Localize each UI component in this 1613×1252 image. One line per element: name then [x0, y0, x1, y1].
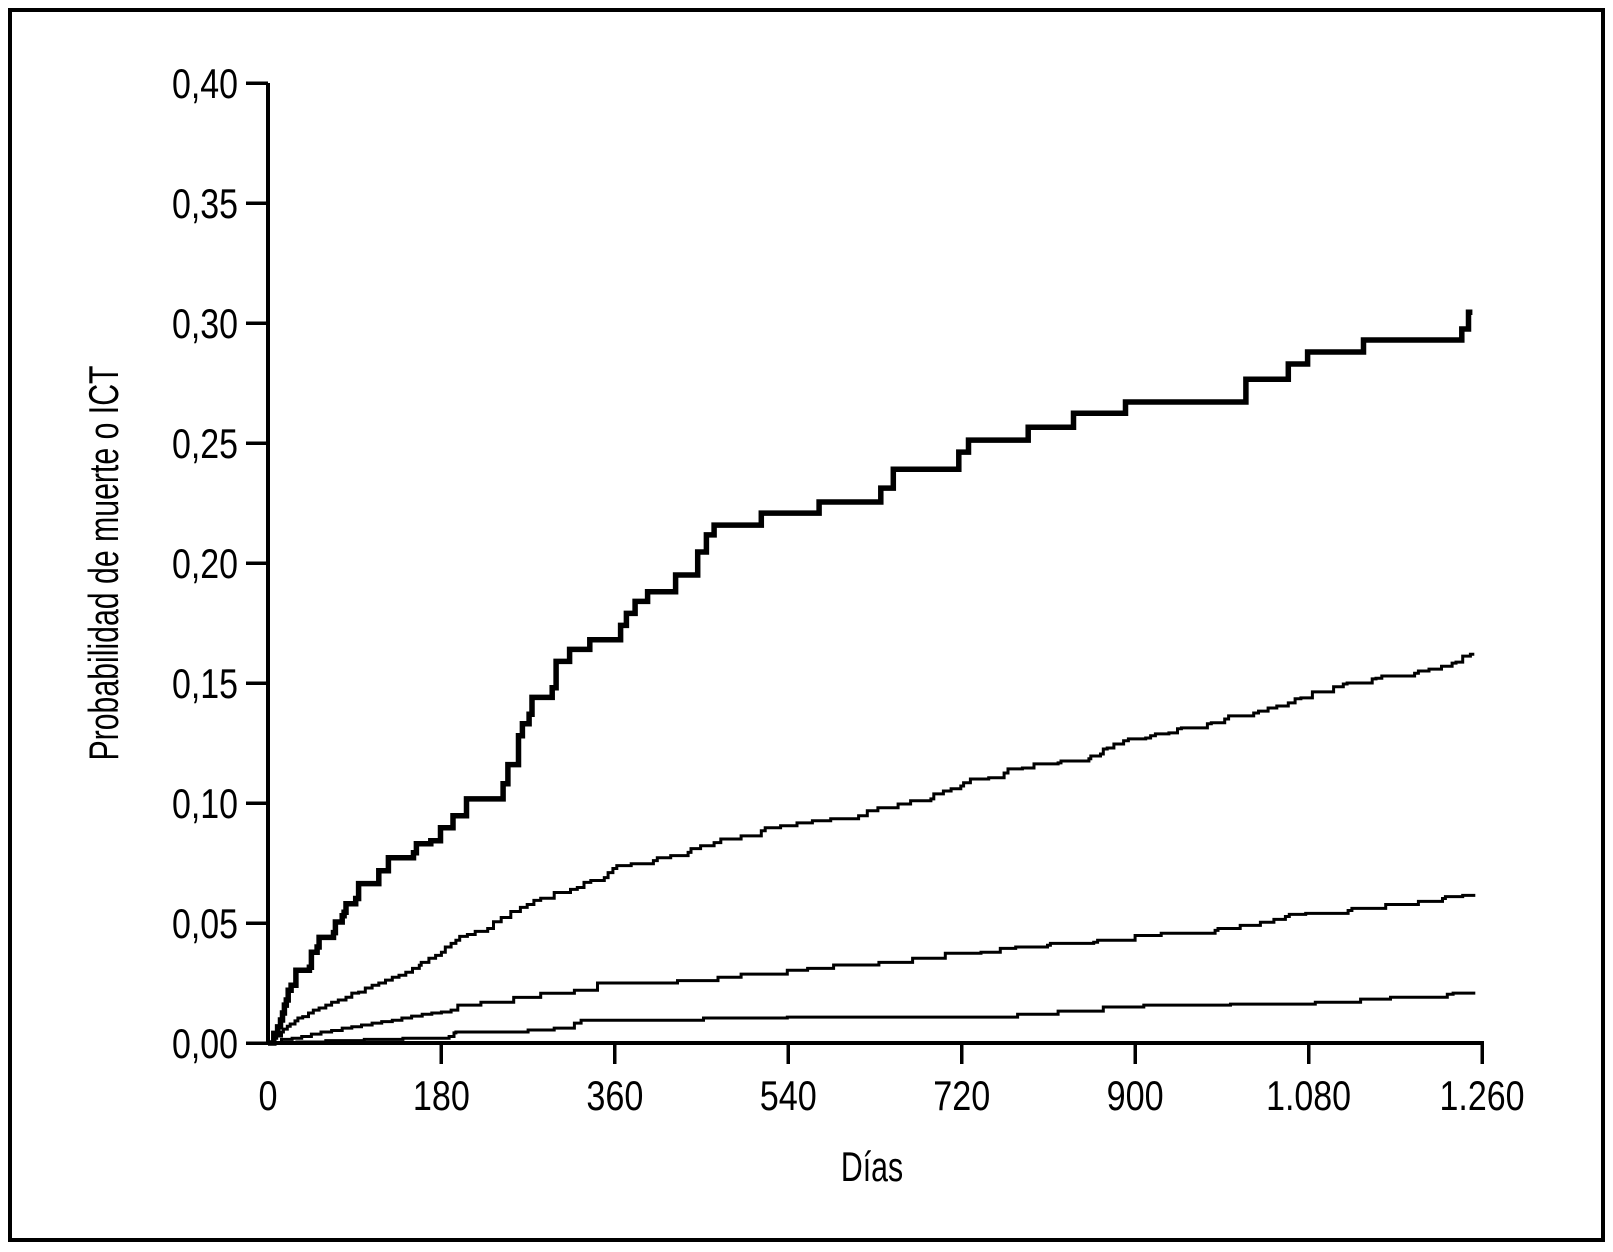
x-tick-label-900: 900: [1107, 1072, 1164, 1119]
series-path-curva-4: [268, 991, 1476, 1045]
x-tick-label-720: 720: [933, 1072, 990, 1119]
y-axis-title: Probabilidad de muerte o ICT: [80, 365, 127, 761]
y-tick-label-0,30: 0,30: [172, 300, 238, 347]
x-tick-label-360: 360: [586, 1072, 643, 1119]
x-axis-title: Días: [840, 1143, 904, 1190]
series-path-curva-3: [268, 893, 1476, 1045]
y-tick-label-0,35: 0,35: [172, 180, 238, 227]
y-tick-label-0,10: 0,10: [172, 780, 238, 827]
x-tick-label-0: 0: [259, 1072, 278, 1119]
y-tick-label-0,20: 0,20: [172, 540, 238, 587]
x-tick-label-1.260: 1.260: [1440, 1072, 1525, 1119]
y-tick-label-0,05: 0,05: [172, 900, 238, 947]
x-tick-label-180: 180: [413, 1072, 470, 1119]
x-tick-label-540: 540: [760, 1072, 817, 1119]
series-path-curva-2: [268, 652, 1475, 1045]
y-tick-label-0,25: 0,25: [172, 420, 238, 467]
y-tick-label-0,15: 0,15: [172, 660, 238, 707]
y-tick-label-0,00: 0,00: [172, 1020, 238, 1067]
series-path-curva-1-gruesa: [268, 309, 1473, 1046]
axes: [266, 83, 1484, 1045]
x-tick-label-1.080: 1.080: [1266, 1072, 1351, 1119]
y-tick-label-0,40: 0,40: [172, 60, 238, 107]
